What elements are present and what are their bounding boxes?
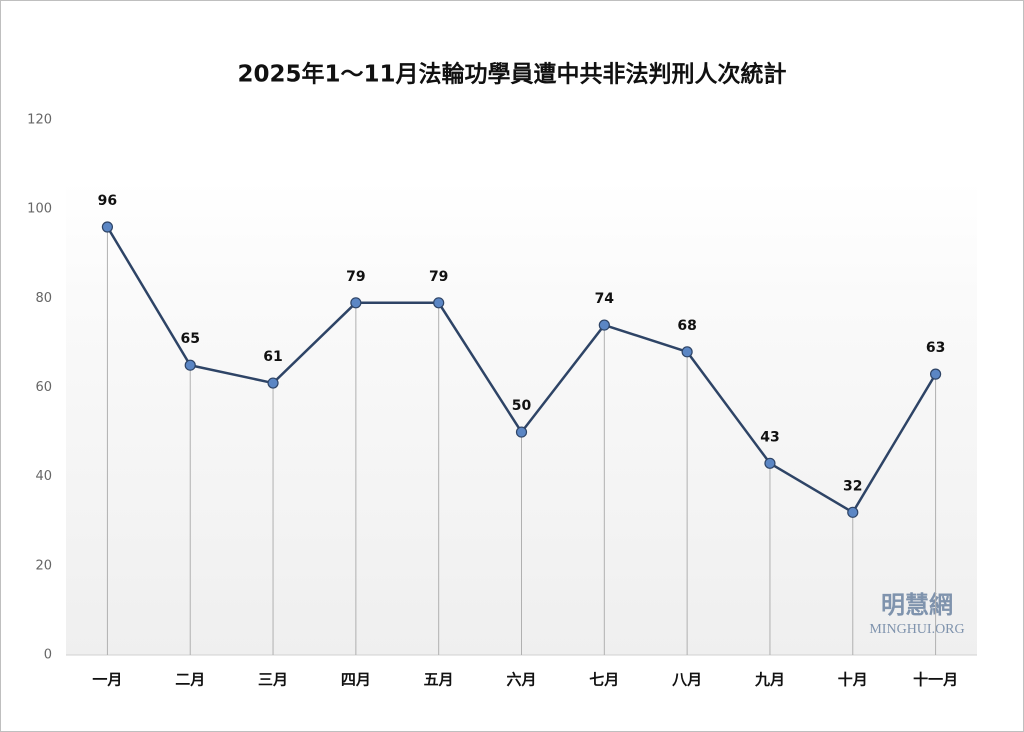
x-tick-label: 二月 bbox=[175, 671, 205, 689]
x-tick-label: 九月 bbox=[754, 671, 785, 689]
data-label: 43 bbox=[760, 429, 779, 445]
watermark-name: 明慧網 bbox=[881, 591, 953, 619]
x-tick-label: 十月 bbox=[838, 671, 868, 689]
data-label: 50 bbox=[512, 398, 532, 414]
x-tick-label: 五月 bbox=[424, 671, 454, 689]
marker bbox=[847, 506, 859, 518]
data-label: 96 bbox=[98, 193, 117, 209]
marker bbox=[184, 359, 196, 371]
marker bbox=[681, 346, 693, 358]
x-tick-label: 七月 bbox=[589, 671, 619, 689]
marker bbox=[350, 297, 362, 309]
data-label: 63 bbox=[926, 340, 945, 356]
y-tick-label: 20 bbox=[35, 558, 52, 573]
data-label: 79 bbox=[346, 269, 365, 285]
marker bbox=[929, 368, 942, 380]
x-tick-label: 十一月 bbox=[913, 671, 958, 689]
data-label: 65 bbox=[180, 331, 199, 347]
marker bbox=[267, 377, 279, 389]
x-tick-label: 三月 bbox=[258, 671, 288, 689]
data-label: 74 bbox=[595, 291, 615, 307]
data-label: 79 bbox=[429, 269, 448, 285]
marker bbox=[433, 297, 445, 309]
x-tick-label: 八月 bbox=[671, 671, 702, 689]
y-tick-label: 40 bbox=[35, 469, 52, 484]
data-label: 68 bbox=[677, 318, 696, 334]
x-tick-label: 一月 bbox=[92, 671, 122, 689]
y-tick-label: 100 bbox=[27, 202, 52, 217]
y-tick-label: 120 bbox=[27, 113, 52, 128]
marker bbox=[598, 319, 610, 331]
marker bbox=[764, 457, 776, 469]
watermark-site: MINGHUI.ORG bbox=[869, 622, 964, 637]
marker bbox=[515, 426, 528, 438]
y-tick-label: 60 bbox=[35, 380, 52, 395]
y-tick-label: 0 bbox=[44, 648, 52, 663]
marker bbox=[101, 221, 114, 233]
data-label: 32 bbox=[843, 478, 862, 494]
x-tick-label: 四月 bbox=[341, 671, 371, 689]
x-tick-label: 六月 bbox=[506, 671, 536, 689]
chart-title: 2025年1～11月法輪功學員遭中共非法判刑人次統計 bbox=[237, 61, 786, 88]
data-label: 61 bbox=[263, 349, 282, 365]
y-tick-label: 80 bbox=[35, 291, 52, 306]
